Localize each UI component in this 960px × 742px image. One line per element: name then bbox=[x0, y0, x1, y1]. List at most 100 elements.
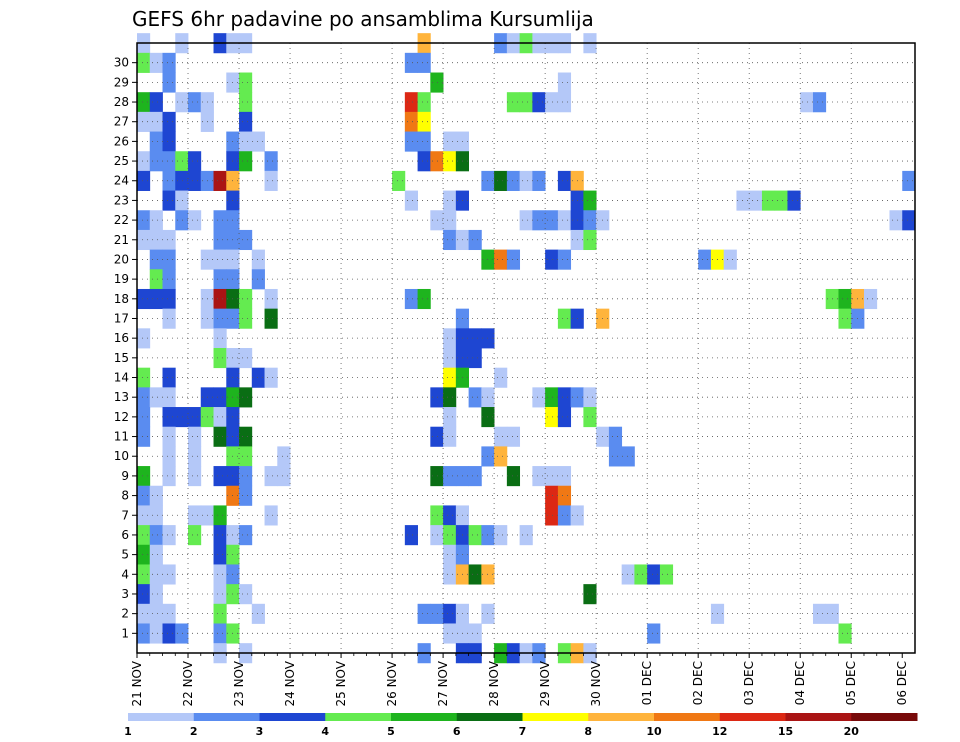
heatmap-cell bbox=[443, 348, 457, 369]
y-tick-label: 25 bbox=[114, 154, 129, 168]
x-tick-label: 01 DEC bbox=[640, 661, 654, 705]
heatmap-cell bbox=[149, 525, 163, 546]
y-tick-label: 27 bbox=[114, 115, 129, 129]
chart-title: GEFS 6hr padavine po ansamblima Kursumli… bbox=[132, 7, 594, 31]
heatmap-cell bbox=[443, 466, 457, 487]
y-tick-label: 20 bbox=[114, 252, 129, 266]
heatmap-cell bbox=[162, 190, 176, 211]
x-tick-label: 21 NOV bbox=[130, 660, 144, 706]
heatmap-cell bbox=[545, 210, 559, 231]
y-tick-label: 9 bbox=[121, 469, 129, 483]
heatmap-cell bbox=[162, 623, 176, 644]
heatmap-cell bbox=[162, 603, 176, 624]
heatmap-cell bbox=[430, 426, 444, 447]
heatmap-cell bbox=[239, 348, 253, 369]
heatmap-cell bbox=[137, 584, 151, 605]
heatmap-cell bbox=[239, 308, 253, 329]
heatmap-cell bbox=[239, 446, 253, 467]
heatmap-cell bbox=[149, 210, 163, 231]
colorbar-swatch bbox=[325, 713, 392, 721]
y-axis: 1234567891011121314151617181920212223242… bbox=[114, 56, 137, 640]
heatmap-cell bbox=[188, 407, 202, 428]
colorbar-label: 12 bbox=[712, 725, 727, 738]
heatmap-cell bbox=[443, 623, 457, 644]
x-tick-label: 26 NOV bbox=[385, 660, 399, 706]
heatmap-cell bbox=[213, 170, 227, 191]
heatmap-cell bbox=[430, 151, 444, 172]
heatmap-cell bbox=[506, 249, 521, 270]
y-tick-label: 16 bbox=[114, 331, 129, 345]
heatmap-cell bbox=[532, 387, 546, 408]
heatmap-cell bbox=[175, 170, 189, 191]
heatmap-cell bbox=[137, 288, 151, 310]
heatmap-cell bbox=[723, 249, 737, 270]
heatmap-cell bbox=[468, 229, 482, 251]
heatmap-cell bbox=[430, 210, 444, 231]
heatmap-cell bbox=[137, 485, 151, 506]
colorbar-swatch bbox=[785, 713, 852, 721]
heatmap-cell bbox=[149, 485, 163, 506]
heatmap-cell bbox=[239, 92, 253, 113]
heatmap-cell bbox=[647, 564, 661, 585]
heatmap-cell bbox=[137, 387, 151, 408]
heatmap-cell bbox=[494, 446, 508, 467]
y-tick-label: 30 bbox=[114, 56, 129, 70]
heatmap-cell bbox=[583, 210, 597, 231]
heatmap-cell bbox=[149, 387, 163, 408]
heatmap-cell bbox=[149, 564, 163, 585]
heatmap-cell bbox=[494, 249, 508, 270]
heatmap-cell bbox=[583, 229, 597, 251]
heatmap-cell bbox=[239, 485, 253, 506]
heatmap-cell bbox=[443, 210, 457, 231]
heatmap-cell bbox=[583, 407, 597, 428]
heatmap-cell bbox=[149, 623, 163, 644]
heatmap-cell bbox=[239, 229, 253, 251]
heatmap-cell bbox=[175, 92, 189, 113]
heatmap-cell bbox=[443, 564, 457, 585]
heatmap-cell bbox=[404, 52, 418, 73]
heatmap-cell bbox=[137, 426, 151, 447]
heatmap-cell bbox=[417, 131, 431, 152]
heatmap-cell bbox=[443, 505, 457, 526]
heatmap-cell bbox=[443, 328, 457, 349]
heatmap-cell bbox=[137, 170, 151, 191]
heatmap-cell bbox=[251, 269, 265, 290]
heatmap-cell bbox=[532, 210, 546, 231]
heatmap-cell bbox=[162, 249, 176, 270]
heatmap-cell bbox=[583, 387, 597, 408]
heatmap-cell bbox=[532, 466, 546, 487]
heatmap-cell bbox=[494, 170, 508, 191]
y-tick-label: 12 bbox=[114, 410, 129, 424]
heatmap-cell bbox=[162, 308, 176, 329]
heatmap-cell bbox=[162, 111, 176, 132]
colorbar-label: 5 bbox=[387, 725, 395, 738]
y-tick-label: 19 bbox=[114, 272, 129, 286]
heatmap-cell bbox=[838, 288, 852, 310]
heatmap-cell bbox=[889, 210, 903, 231]
heatmap-cell bbox=[468, 466, 482, 487]
grid-lines bbox=[137, 43, 915, 653]
heatmap-cell bbox=[137, 229, 151, 251]
heatmap-cell bbox=[430, 387, 444, 408]
y-tick-label: 13 bbox=[114, 390, 129, 404]
x-tick-label: 03 DEC bbox=[742, 661, 756, 705]
heatmap-cell bbox=[468, 348, 482, 369]
heatmap-cell bbox=[557, 407, 572, 428]
x-tick-label: 23 NOV bbox=[232, 660, 246, 706]
heatmap-cell bbox=[608, 426, 623, 447]
heatmap-cell bbox=[545, 485, 559, 506]
x-tick-label: 02 DEC bbox=[691, 661, 705, 705]
heatmap-cell bbox=[647, 623, 661, 644]
colorbar-label: 2 bbox=[190, 725, 198, 738]
heatmap-cell bbox=[277, 466, 291, 487]
heatmap-cell bbox=[608, 446, 623, 467]
heatmap-cell bbox=[494, 367, 508, 388]
heatmap-cells bbox=[137, 33, 916, 664]
heatmap-cell bbox=[545, 466, 559, 487]
heatmap-cell bbox=[162, 170, 176, 191]
heatmap-cell bbox=[443, 367, 457, 388]
colorbar-label: 6 bbox=[453, 725, 461, 738]
heatmap-cell bbox=[162, 229, 176, 251]
heatmap-cell bbox=[239, 584, 253, 605]
heatmap-cell bbox=[149, 544, 163, 565]
